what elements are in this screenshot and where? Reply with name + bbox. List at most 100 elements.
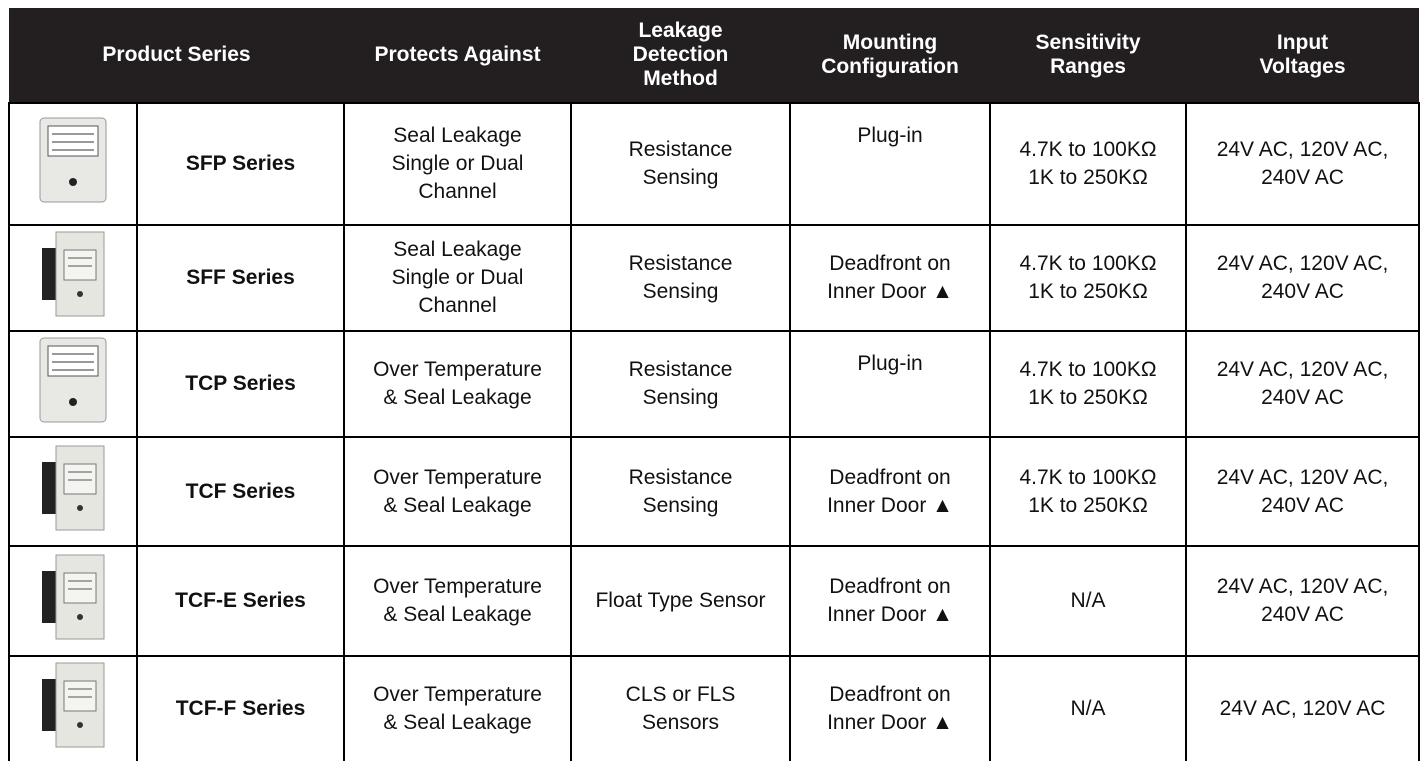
series-name: TCF Series — [137, 437, 344, 546]
table-cell: Over Temperature& Seal Leakage — [344, 546, 571, 656]
table-cell: Plug-in — [790, 103, 990, 225]
cell-line: Configuration — [790, 55, 990, 79]
cell-line: 4.7K to 100KΩ — [991, 250, 1185, 278]
cell-line: 240V AC — [1187, 164, 1418, 192]
cell-line: Channel — [345, 178, 570, 206]
cell-line: Deadfront on — [791, 250, 989, 278]
cell-line: Plug-in — [791, 350, 989, 378]
cell-line: & Seal Leakage — [345, 601, 570, 629]
cell-line: 1K to 250KΩ — [991, 278, 1185, 306]
cell-line: Inner Door ▲ — [791, 601, 989, 629]
cell-line: Detection — [571, 43, 790, 67]
table-cell: 24V AC, 120V AC,240V AC — [1186, 331, 1419, 437]
cell-line: & Seal Leakage — [345, 709, 570, 737]
product-image — [28, 549, 118, 645]
product-image-cell — [9, 225, 137, 331]
cell-line: Resistance — [572, 250, 789, 278]
cell-line: Sensing — [572, 278, 789, 306]
table-cell: 24V AC, 120V AC,240V AC — [1186, 103, 1419, 225]
cell-line: 24V AC, 120V AC, — [1187, 464, 1418, 492]
cell-line: TCP Series — [138, 370, 343, 398]
cell-line: 24V AC, 120V AC, — [1187, 250, 1418, 278]
cell-line: Voltages — [1186, 55, 1419, 79]
cell-line: Sensors — [572, 709, 789, 737]
cell-line: Over Temperature — [345, 464, 570, 492]
cell-line: 24V AC, 120V AC, — [1187, 136, 1418, 164]
cell-line: Seal Leakage — [345, 236, 570, 264]
cell-line: 4.7K to 100KΩ — [991, 136, 1185, 164]
cell-line: N/A — [991, 695, 1185, 723]
cell-line: SFF Series — [138, 264, 343, 292]
cell-line: TCF Series — [138, 478, 343, 506]
cell-line: Over Temperature — [345, 681, 570, 709]
table-cell: 24V AC, 120V AC,240V AC — [1186, 546, 1419, 656]
cell-line: Resistance — [572, 136, 789, 164]
cell-line: Protects Against — [344, 43, 571, 67]
product-image-cell — [9, 437, 137, 546]
cell-line: Inner Door ▲ — [791, 492, 989, 520]
product-image — [28, 657, 118, 753]
page: Product SeriesProtects AgainstLeakageDet… — [0, 0, 1426, 757]
cell-line: 240V AC — [1187, 492, 1418, 520]
product-image-cell — [9, 546, 137, 656]
cell-line: Input — [1186, 31, 1419, 55]
cell-line: TCF-F Series — [138, 695, 343, 723]
header-cell: Product Series — [9, 8, 344, 103]
cell-line: Sensing — [572, 384, 789, 412]
product-image — [28, 112, 118, 208]
product-image — [28, 332, 118, 428]
series-name: SFF Series — [137, 225, 344, 331]
cell-line: TCF-E Series — [138, 587, 343, 615]
cell-line: Deadfront on — [791, 464, 989, 492]
cell-line: Ranges — [990, 55, 1186, 79]
series-name: TCF-F Series — [137, 656, 344, 761]
cell-line: N/A — [991, 587, 1185, 615]
cell-line: 24V AC, 120V AC, — [1187, 573, 1418, 601]
series-name: TCF-E Series — [137, 546, 344, 656]
cell-line: SFP Series — [138, 150, 343, 178]
product-image-cell — [9, 103, 137, 225]
cell-line: 240V AC — [1187, 384, 1418, 412]
cell-line: 240V AC — [1187, 278, 1418, 306]
product-image-cell — [9, 331, 137, 437]
product-image — [28, 226, 118, 322]
cell-line: Over Temperature — [345, 573, 570, 601]
cell-line: & Seal Leakage — [345, 492, 570, 520]
cell-line: Inner Door ▲ — [791, 709, 989, 737]
cell-line: 1K to 250KΩ — [991, 492, 1185, 520]
cell-line: 4.7K to 100KΩ — [991, 356, 1185, 384]
cell-line: 24V AC, 120V AC — [1187, 695, 1418, 723]
cell-line: Plug-in — [791, 122, 989, 150]
table-cell: Over Temperature& Seal Leakage — [344, 437, 571, 546]
cell-line: Deadfront on — [791, 573, 989, 601]
cell-line: Method — [571, 67, 790, 91]
series-name: TCP Series — [137, 331, 344, 437]
table-cell: N/A — [990, 656, 1186, 761]
cell-line: CLS or FLS — [572, 681, 789, 709]
cell-line: Resistance — [572, 464, 789, 492]
table-cell: Over Temperature& Seal Leakage — [344, 331, 571, 437]
cell-line: 240V AC — [1187, 601, 1418, 629]
cell-line: & Seal Leakage — [345, 384, 570, 412]
cell-line: Mounting — [790, 31, 990, 55]
cell-line: Sensing — [572, 492, 789, 520]
cell-line: 24V AC, 120V AC, — [1187, 356, 1418, 384]
table-cell: N/A — [990, 546, 1186, 656]
